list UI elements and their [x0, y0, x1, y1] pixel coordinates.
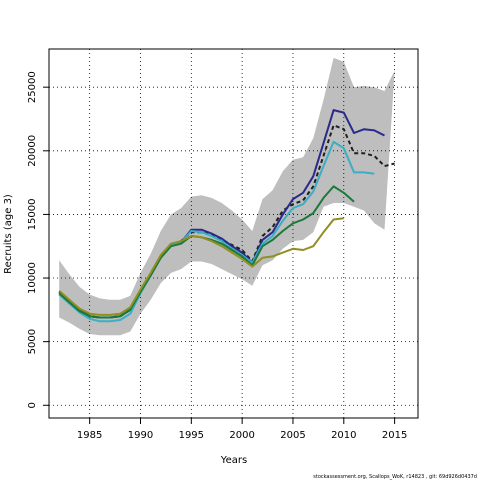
confidence-band — [59, 57, 395, 336]
y-tick-label: 20000 — [27, 135, 38, 167]
x-tick-label: 1995 — [179, 430, 204, 441]
x-tick-label: 2000 — [229, 430, 254, 441]
y-tick-label: 25000 — [27, 71, 38, 103]
series-line-5 — [58, 217, 344, 316]
y-tick-label: 15000 — [27, 199, 38, 231]
series-line-3 — [58, 140, 375, 323]
confidence-band-layer — [59, 57, 395, 336]
footer-credit: stockassessment.org, Scallops_WoK, r1482… — [313, 474, 477, 480]
axes: 1985 1990 1995 2000 2005 2010 2015 0 5000 10000 15… — [27, 71, 407, 441]
series-lines — [58, 109, 395, 323]
plot-frame — [48, 48, 419, 419]
x-tick-label: 1990 — [128, 430, 153, 441]
y-axis-title: Recruits (age 3) — [3, 194, 14, 274]
x-tick-label: 2010 — [331, 430, 356, 441]
y-tick-label: 0 — [27, 402, 38, 408]
x-tick-label: 2015 — [382, 430, 407, 441]
x-tick-label: 1985 — [77, 430, 102, 441]
y-tick-label: 10000 — [27, 262, 38, 294]
gridlines — [49, 49, 418, 418]
x-axis-title: Years — [220, 455, 247, 466]
y-tick-label: 5000 — [27, 329, 38, 354]
x-tick-label: 2005 — [280, 430, 305, 441]
